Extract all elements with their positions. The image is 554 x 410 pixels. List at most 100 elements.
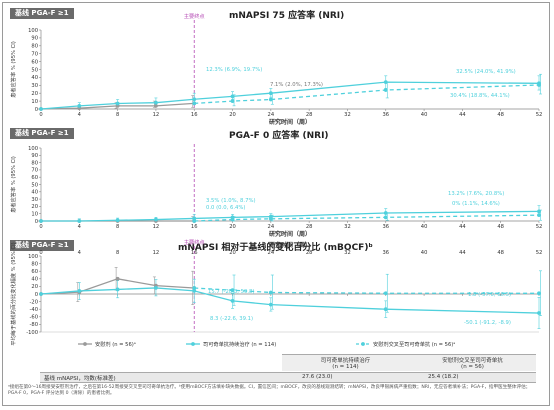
y-tick-label: 40 xyxy=(31,277,38,283)
series-placebo-to-ixekizumab-point xyxy=(537,83,541,87)
series-placebo-to-ixekizumab-point xyxy=(192,286,197,290)
x-tick-label: 36 xyxy=(382,112,389,118)
series-placebo-to-ixekizumab-point xyxy=(192,101,197,106)
data-label: 30.4% (18.8%, 44.1%) xyxy=(450,93,510,99)
table-col1-header: 司可奇单抗持续治疗 (n = 114) xyxy=(282,354,409,371)
y-tick-label: 100 xyxy=(28,28,38,34)
panel3-title: mNAPSI 相对于基线的变化百分比 (mBOCF)ᵇ xyxy=(178,243,373,253)
series-ixekizumab-continuous-point xyxy=(39,107,43,111)
series-ixekizumab-continuous-point xyxy=(154,100,158,105)
footnote: ᵃ接组在第0～16周接受安慰剂治疗，之后在第16-52周接受交叉至司可奇单抗治疗… xyxy=(8,385,531,396)
panel2-title: PGA-F 0 应答率 (NRI) xyxy=(229,131,329,141)
x-tick-label: 40 xyxy=(421,224,428,230)
series-ixekizumab-continuous-point xyxy=(115,101,120,106)
x-tick-label: 28 xyxy=(306,112,313,118)
series-ixekizumab-continuous-point xyxy=(383,307,388,312)
x-axis-label: 研究时间（周） xyxy=(269,118,311,126)
series-ixekizumab-continuous-point xyxy=(115,218,120,223)
x-tick-label: 44 xyxy=(459,250,466,256)
primary-endpoint-label: 主要终点 xyxy=(184,12,205,20)
y-tick-label: 20 xyxy=(31,204,38,210)
y-tick-label: 60 xyxy=(31,269,38,275)
table-row-value1: 27.6 (23.0) xyxy=(302,374,333,380)
series-placebo-to-ixekizumab-point xyxy=(230,288,235,293)
x-tick-label: 36 xyxy=(382,250,389,256)
series-ixekizumab-continuous-point xyxy=(192,288,197,293)
x-tick-label: 12 xyxy=(153,250,160,256)
x-tick-label: 48 xyxy=(497,112,504,118)
y-tick-label: 0 xyxy=(35,292,38,298)
data-label: 7.1% (2.0%, 17.3%) xyxy=(270,82,323,88)
series-placebo-to-ixekizumab-point xyxy=(383,291,388,296)
table-col1-n: (n = 114) xyxy=(332,364,359,370)
x-tick-label: 36 xyxy=(382,224,389,230)
series-placebo-to-ixekizumab-point xyxy=(230,217,235,222)
x-axis-label: 研究时间（周） xyxy=(269,241,311,249)
x-tick-label: 52 xyxy=(536,112,543,118)
legend-placebo-swatch-dot xyxy=(83,342,87,346)
y-tick-label: 0 xyxy=(35,219,38,225)
panel2-baseline-badge: 基线 PGA-F ≥1 xyxy=(10,128,74,139)
x-axis-label: 研究时间（周） xyxy=(269,230,311,238)
series-placebo-to-ixekizumab-point xyxy=(192,219,197,223)
x-tick-label: 28 xyxy=(306,224,313,230)
series-ixekizumab-continuous-point xyxy=(383,211,388,215)
y-tick-label: 10 xyxy=(31,99,38,105)
y-tick-label: -100 xyxy=(26,330,38,336)
x-tick-label: 32 xyxy=(344,224,351,230)
y-axis-label: 患者应答率 % (95% CI) xyxy=(9,41,17,98)
x-tick-label: 8 xyxy=(116,112,119,118)
figure-frame xyxy=(2,2,550,406)
table-row: 基线 mNAPSI，均数(标准差) 27.6 (23.0) 25.4 (18.2… xyxy=(40,372,536,383)
x-tick-label: 44 xyxy=(459,224,466,230)
y-tick-label: 80 xyxy=(31,44,38,50)
data-label: 13.2% (7.6%, 20.8%) xyxy=(448,191,504,197)
y-tick-label: -80 xyxy=(30,322,38,328)
data-label: 1.8 (-57.0, 60.5) xyxy=(468,292,511,298)
x-tick-label: 4 xyxy=(78,224,82,230)
data-label: -50.1 (-91.2, -8.9) xyxy=(464,320,511,326)
data-label: 32.5% (24.0%, 41.9%) xyxy=(456,69,516,75)
x-tick-label: 44 xyxy=(459,112,466,118)
x-tick-label: 52 xyxy=(536,224,543,230)
series-placebo-to-ixekizumab-point xyxy=(268,290,273,295)
x-tick-label: 48 xyxy=(497,250,504,256)
series-placebo-to-ixekizumab-point xyxy=(268,216,273,221)
y-tick-label: 80 xyxy=(31,261,38,267)
series-ixekizumab-continuous-point xyxy=(77,103,82,108)
x-tick-label: 48 xyxy=(497,224,504,230)
series-ixekizumab-continuous-point xyxy=(115,287,120,292)
y-tick-label: 40 xyxy=(31,190,38,196)
table-col2-header: 安慰剂交叉至司可奇单抗 (n = 56) xyxy=(409,354,536,371)
x-tick-label: 20 xyxy=(229,224,236,230)
series-ixekizumab-continuous-point xyxy=(154,217,158,222)
series-placebo-point xyxy=(154,103,158,108)
x-tick-label: 12 xyxy=(153,224,160,230)
data-label: 8.3 (-22.6, 39.1) xyxy=(210,316,253,322)
y-tick-label: 90 xyxy=(31,36,38,42)
y-tick-label: 40 xyxy=(31,75,38,81)
x-tick-label: 40 xyxy=(421,250,428,256)
x-tick-label: 4 xyxy=(78,112,82,118)
x-tick-label: 24 xyxy=(268,112,275,118)
legend-placebo-to-ixekizumab-label: 安慰剂交叉至司可奇单抗 (n = 56)ᵃ xyxy=(373,340,455,348)
x-tick-label: 0 xyxy=(39,250,42,256)
legend-placebo-label: 安慰剂 (n = 56)ᵃ xyxy=(95,340,136,348)
legend-ixekizumab-continuous-label: 司可奇单抗持续治疗 (n = 114) xyxy=(203,340,276,348)
series-placebo-to-ixekizumab-point xyxy=(268,97,273,102)
y-tick-label: 30 xyxy=(31,197,38,203)
series-placebo-to-ixekizumab-point xyxy=(383,88,388,92)
x-tick-label: 12 xyxy=(153,112,160,118)
x-tick-label: 20 xyxy=(229,250,236,256)
x-tick-label: 24 xyxy=(268,224,275,230)
data-label: 0% (1.1%, 14.6%) xyxy=(452,201,500,207)
table-row-value2: 25.4 (18.2) xyxy=(428,374,459,380)
y-tick-label: -60 xyxy=(30,315,38,321)
x-tick-label: 0 xyxy=(39,224,42,230)
y-tick-label: -20 xyxy=(30,299,38,305)
series-ixekizumab-continuous-point xyxy=(230,94,235,99)
panel1-title: mNAPSI 75 应答率 (NRI) xyxy=(229,11,345,21)
y-tick-label: 50 xyxy=(31,182,38,188)
x-tick-label: 40 xyxy=(421,112,428,118)
y-tick-label: 100 xyxy=(28,254,38,260)
